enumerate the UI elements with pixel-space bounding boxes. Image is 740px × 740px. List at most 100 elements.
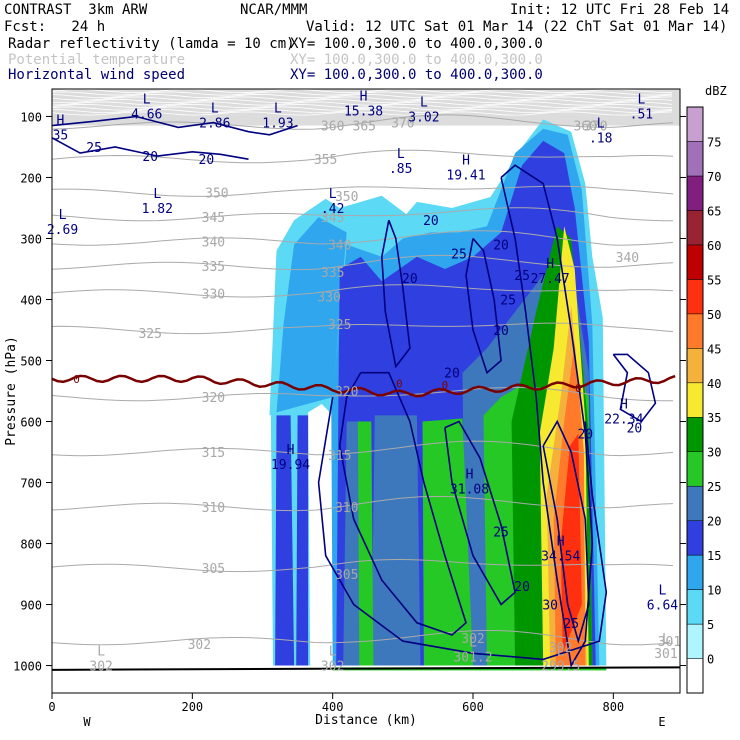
stratosphere-theta-line [51, 106, 673, 111]
theta-contour-label: 370 [584, 120, 607, 135]
extremum-value: 2.86 [199, 116, 230, 131]
extremum-value: 27.47 [531, 272, 570, 287]
wind-contour-label: 20 [493, 239, 509, 254]
extremum-marker: L [143, 92, 151, 107]
extremum-value: 1.82 [142, 202, 173, 217]
y-tick-label: 900 [20, 599, 42, 613]
extremum-marker: L [153, 187, 161, 202]
theta-contour-label: 355 [314, 153, 337, 168]
extremum-value: 19.94 [271, 458, 310, 473]
theta-contour-label: 340 [202, 236, 225, 251]
y-tick-label: 100 [20, 110, 42, 124]
theta-contour-label: 335 [321, 266, 344, 281]
x-axis-east-label: E [658, 715, 665, 729]
extremum-marker: H [462, 153, 470, 168]
potential-temperature-contours [51, 114, 674, 646]
reflectivity-region [276, 217, 347, 413]
theta-contour [51, 386, 674, 402]
extremum-marker: L [329, 644, 337, 659]
extremum-value: 6.64 [647, 598, 678, 613]
extremum-marker: H [557, 535, 565, 550]
colorbar-tick-label: 0 [707, 653, 714, 667]
extremum-marker: L [59, 208, 67, 223]
stratosphere-theta-line [51, 93, 673, 99]
plot-frame [51, 88, 681, 694]
x-tick-label: 800 [602, 700, 624, 714]
stratosphere-theta-line [51, 103, 673, 109]
extremum-marker: H [360, 89, 368, 104]
theta-contour-label: 325 [328, 318, 351, 333]
wind-contour-label: 25 [514, 269, 530, 284]
field-xy-wind-speed: XY= 100.0,300.0 to 400.0,300.0 [290, 67, 543, 83]
theta-contour-label: 360 [321, 120, 344, 135]
colorbar-tick-label: 75 [707, 135, 721, 149]
wind-speed-contour [444, 420, 516, 606]
theta-contour-label: 330 [202, 287, 225, 302]
colorbar-swatch [686, 589, 704, 625]
theta-contour [51, 207, 674, 222]
colorbar-tick-label: 40 [707, 377, 721, 391]
theta-contour-label: 330 [317, 290, 340, 305]
freezing-level-label: 0 [442, 379, 449, 392]
colorbar-tick-label: 10 [707, 584, 721, 598]
stratosphere-theta-line [51, 91, 673, 96]
y-tick-label: 700 [20, 477, 42, 491]
freezing-level-line [51, 374, 681, 671]
theta-contour-label: 305 [335, 568, 358, 583]
theta-contour [51, 630, 674, 646]
extremum-value: 15.38 [344, 104, 383, 119]
wind-contour-label: 30 [542, 599, 558, 614]
colorbar-swatch [686, 485, 704, 521]
extremum-marker: L [557, 644, 565, 659]
extremum-marker: H [466, 468, 474, 483]
stratosphere-theta-line [51, 96, 673, 101]
colorbar-swatch [686, 244, 704, 280]
field-xy-potential-temperature: XY= 100.0,300.0 to 400.0,300.0 [290, 52, 543, 68]
extremum-value: 35 [53, 129, 69, 144]
field-label-potential-temperature: Potential temperature [8, 52, 186, 68]
wind-contour-label: 20 [199, 153, 215, 168]
theta-contour [51, 149, 674, 164]
extremum-marker: L [469, 635, 477, 650]
wind-contour-label: 25 [500, 293, 516, 308]
wind-contour-label: 20 [444, 367, 460, 382]
freezing-level-label: 0 [73, 373, 80, 386]
y-tick-label: 300 [20, 232, 42, 246]
colorbar-swatch [686, 382, 704, 418]
extremum-marker: H [546, 257, 554, 272]
wind-contour-label: 25 [86, 141, 102, 156]
extremum-marker: L [211, 101, 219, 116]
colorbar: 0 5 10 15 20 25 30 35 40 45 50 55 60 65 70 75 dBZ [686, 84, 727, 694]
freezing-level-label: 0 [575, 382, 582, 395]
colorbar-swatch [686, 623, 704, 659]
extremum-marker: L [329, 187, 337, 202]
colorbar-tick-label: 20 [707, 515, 721, 529]
theta-contour-label: 302 [461, 632, 484, 647]
extremum-value: 22.34 [604, 412, 643, 427]
wind-contour-label: 25 [493, 525, 509, 540]
extremum-marker: H [57, 114, 65, 129]
extremum-value: 301.2 [453, 650, 492, 665]
colorbar-swatch [686, 210, 704, 246]
extremum-marker: L [597, 117, 605, 132]
wind-speed-contour [500, 164, 594, 668]
theta-contour-label: 315 [328, 449, 351, 464]
theta-contour-label: 302 [549, 641, 572, 656]
theta-contour [51, 440, 674, 457]
wind-speed-contour [612, 353, 657, 423]
init-time: Init: 12 UTC Fri 28 Feb 14 [510, 2, 730, 18]
colorbar-tick-label: 5 [707, 618, 714, 632]
theta-contour [51, 558, 674, 573]
center-name: NCAR/MMM [240, 2, 308, 18]
theta-contour [51, 495, 674, 512]
wind-contour-label: 20 [142, 150, 158, 165]
colorbar-tick-label: 65 [707, 204, 721, 218]
field-xy-reflectivity: XY= 100.0,300.0 to 400.0,300.0 [290, 36, 543, 52]
colorbar-swatch [686, 348, 704, 384]
theta-contour-label: 320 [335, 385, 358, 400]
theta-contour-label: 340 [616, 251, 639, 266]
wind-contour-label: 20 [627, 422, 643, 437]
theta-contour-label: 335 [202, 260, 225, 275]
extremum-value: .18 [589, 132, 612, 147]
colorbar-swatch [686, 175, 704, 211]
